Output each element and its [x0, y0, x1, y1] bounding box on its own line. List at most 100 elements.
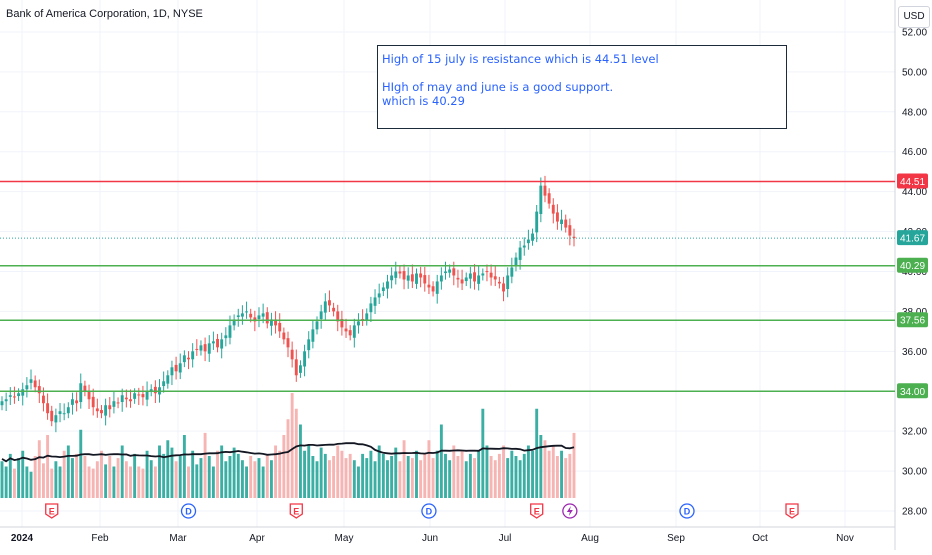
candle-body: [473, 272, 476, 282]
candle-body: [431, 286, 435, 292]
volume-bar: [253, 461, 257, 498]
volume-bar: [257, 458, 261, 498]
candle-body: [29, 379, 33, 383]
volume-bar: [352, 460, 356, 498]
volume-bar: [410, 458, 414, 498]
candle-body: [178, 363, 182, 373]
symbol-title: Bank of America Corporation, 1D, NYSE: [6, 8, 203, 20]
volume-bar: [240, 460, 244, 498]
candle-body: [112, 401, 116, 407]
candle-body: [95, 408, 99, 412]
event-label: D: [185, 507, 192, 517]
currency-button[interactable]: USD: [898, 6, 930, 28]
price-label-text: 34.00: [900, 387, 925, 398]
volume-bar: [174, 461, 178, 498]
candle-body: [4, 399, 8, 402]
y-tick-label: 44.00: [902, 187, 927, 198]
volume-bar: [555, 456, 559, 498]
volume-bar: [564, 458, 568, 498]
volume-bar: [398, 461, 402, 498]
candle-body: [477, 275, 481, 284]
candle-body: [506, 275, 510, 290]
volume-bar: [216, 450, 219, 498]
volume-bar: [191, 450, 195, 498]
volume-bar: [100, 450, 103, 498]
volume-bar: [381, 453, 385, 498]
volume-bar: [91, 468, 95, 498]
candle-body: [543, 185, 547, 196]
volume-bar: [415, 450, 418, 498]
volume-bar: [249, 456, 253, 498]
candle-body: [149, 389, 153, 392]
volume-bar: [477, 450, 481, 498]
candle-body: [174, 364, 178, 372]
annotation-line-3: which is 40.29: [382, 94, 465, 108]
volume-bar: [182, 435, 186, 498]
volume-bar: [340, 450, 344, 498]
candle-body: [25, 385, 29, 390]
event-label: E: [293, 507, 299, 517]
price-label-last: [897, 230, 928, 246]
x-tick-label: 2024: [11, 533, 34, 544]
volume-ma-line: [1, 442, 575, 463]
volume-bar: [568, 453, 572, 498]
volume-bar: [373, 461, 377, 498]
price-label-text: 40.29: [900, 261, 925, 272]
volume-bar: [124, 461, 128, 498]
candle-body: [531, 233, 535, 241]
candle-body: [551, 204, 555, 214]
candle-body: [381, 287, 385, 292]
volume-bar: [245, 466, 249, 498]
volume-bar: [95, 461, 99, 498]
volume-bar: [547, 450, 551, 498]
volume-bar: [120, 445, 124, 498]
x-tick-label: Mar: [169, 533, 187, 544]
volume-bar: [195, 464, 199, 498]
candle-body: [124, 397, 128, 400]
candle-body: [79, 383, 83, 403]
candle-body: [37, 386, 41, 394]
y-tick-label: 50.00: [902, 67, 927, 78]
volume-bar: [468, 453, 472, 498]
volume-bar: [303, 450, 307, 498]
volume-bar: [0, 461, 4, 498]
price-label-support: [897, 383, 928, 399]
candle-body: [535, 211, 539, 233]
annotation-note[interactable]: High of 15 july is resistance which is 4…: [377, 45, 787, 129]
volume-bar: [452, 445, 456, 498]
candle-body: [497, 281, 501, 284]
price-label-support: [897, 257, 928, 273]
volume-bar: [539, 435, 543, 498]
volume-bar: [54, 461, 58, 498]
candle-body: [572, 236, 576, 239]
volume-bar: [21, 450, 25, 498]
candle-body: [485, 271, 489, 273]
volume-bar: [116, 458, 120, 498]
volume-bar: [402, 440, 406, 498]
candle-body: [390, 275, 394, 281]
candle-body: [547, 193, 551, 204]
candle-body: [357, 321, 360, 326]
volume-bar: [178, 456, 182, 498]
candle-body: [377, 293, 381, 298]
candle-body: [373, 297, 377, 306]
candle-body: [211, 341, 215, 344]
annotation-line-2: HIgh of may and june is a good support.: [382, 80, 614, 94]
x-tick-label: Aug: [581, 533, 599, 544]
volume-bar: [33, 456, 37, 498]
candle-body: [195, 348, 199, 350]
candle-body: [332, 307, 336, 312]
volume-bar: [207, 456, 211, 498]
volume-bar: [294, 408, 298, 498]
candle-body: [120, 395, 124, 403]
candle-body: [315, 321, 319, 330]
candle-body: [468, 273, 472, 279]
candle-body: [518, 247, 522, 260]
volume-bar: [298, 424, 302, 498]
volume-bar: [141, 468, 145, 498]
volume-bar: [332, 456, 336, 498]
volume-bar: [278, 450, 282, 498]
candle-body: [46, 403, 50, 414]
